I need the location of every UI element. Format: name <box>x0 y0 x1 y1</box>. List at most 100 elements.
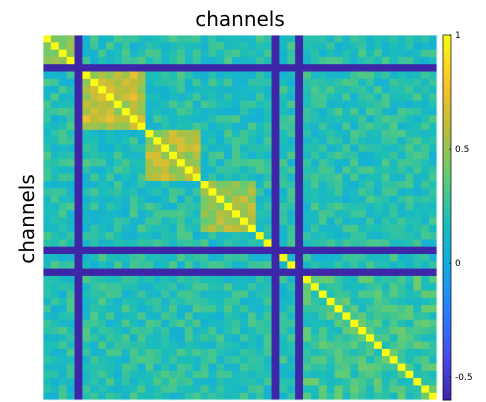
heatmap-cell <box>326 49 335 58</box>
heatmap-cell <box>176 297 186 306</box>
heatmap-cell <box>397 49 406 58</box>
heatmap-cell <box>137 283 146 291</box>
heatmap-cell <box>82 283 91 291</box>
heatmap-cell <box>350 108 359 116</box>
heatmap-cell <box>176 115 186 123</box>
heatmap-cell <box>50 166 60 175</box>
heatmap-cell <box>342 341 351 350</box>
heatmap-cell <box>326 93 335 102</box>
heatmap-cell <box>303 356 312 364</box>
heatmap-cell <box>326 370 335 379</box>
heatmap-cell <box>287 341 296 350</box>
heatmap-cell <box>43 312 52 321</box>
heatmap-cell <box>303 232 312 240</box>
heatmap-cell <box>429 78 438 87</box>
heatmap-cell <box>421 392 430 401</box>
heatmap-cell <box>224 86 233 94</box>
heatmap-cell <box>184 202 194 211</box>
heatmap-cell <box>326 356 335 364</box>
heatmap-cell <box>263 42 272 50</box>
heatmap-cell <box>366 71 375 80</box>
heatmap-cell <box>397 261 406 269</box>
heatmap-cell <box>232 100 241 109</box>
heatmap-cell <box>287 144 296 153</box>
heatmap-cell <box>255 159 265 167</box>
heatmap-cell <box>74 137 83 145</box>
heatmap-cell <box>310 49 320 58</box>
heatmap-cell <box>279 356 288 364</box>
heatmap-cell <box>106 181 115 189</box>
heatmap-cell <box>381 378 391 386</box>
heatmap-cell <box>397 224 406 233</box>
heatmap-cell <box>145 122 154 131</box>
heatmap-cell <box>82 93 91 102</box>
heatmap-cell <box>342 319 351 328</box>
heatmap-cell <box>358 93 367 102</box>
colorbar-tick-label: 1 <box>455 31 461 41</box>
heatmap-cell <box>106 195 115 204</box>
heatmap-cell <box>121 49 131 58</box>
heatmap-cell <box>247 297 257 306</box>
heatmap-cell <box>232 144 241 153</box>
heatmap-cell <box>153 56 162 65</box>
colorbar-segment <box>443 129 451 133</box>
heatmap-cell <box>373 327 383 335</box>
heatmap-cell <box>247 100 257 109</box>
heatmap-cell <box>318 100 328 109</box>
heatmap-cell <box>429 363 438 372</box>
heatmap-cell <box>318 312 328 321</box>
heatmap-cell <box>397 341 406 350</box>
heatmap-cell <box>271 305 280 313</box>
heatmap-cell <box>373 195 383 204</box>
heatmap-cell <box>208 254 217 262</box>
heatmap-cell <box>208 129 217 138</box>
heatmap-cell <box>334 108 343 116</box>
heatmap-cell <box>113 71 123 80</box>
heatmap-cell <box>153 363 162 372</box>
heatmap-cell <box>82 334 91 342</box>
heatmap-cell <box>373 100 383 109</box>
heatmap-cell <box>82 246 91 255</box>
heatmap-cell <box>113 86 123 94</box>
colorbar-segment <box>443 293 451 298</box>
heatmap-cell <box>216 122 225 131</box>
heatmap-cell <box>145 144 154 153</box>
heatmap-cell <box>255 188 265 196</box>
heatmap-cell <box>232 93 241 102</box>
heatmap-cell <box>373 312 383 321</box>
heatmap-cell <box>98 363 107 372</box>
heatmap-cell <box>137 275 146 284</box>
heatmap-cell <box>74 129 83 138</box>
heatmap-cell <box>43 71 52 80</box>
heatmap-cell <box>263 232 272 240</box>
heatmap-cell <box>255 108 265 116</box>
heatmap-cell <box>373 56 383 65</box>
heatmap-cell <box>263 115 272 123</box>
heatmap-cell <box>310 202 320 211</box>
heatmap-cell <box>58 195 68 204</box>
heatmap-cell <box>240 93 249 102</box>
heatmap-cell <box>255 392 265 401</box>
heatmap-cell <box>310 108 320 116</box>
heatmap-cell <box>224 122 233 131</box>
heatmap-cell <box>421 319 430 328</box>
heatmap-cell <box>310 42 320 50</box>
colorbar-segment <box>443 171 451 176</box>
heatmap-cell <box>247 363 257 372</box>
heatmap-cell <box>405 122 414 131</box>
heatmap-cell <box>58 305 68 313</box>
heatmap-cell <box>192 166 201 175</box>
heatmap-cell <box>295 173 304 182</box>
heatmap-cell <box>169 166 178 175</box>
heatmap-cell <box>287 137 296 145</box>
heatmap-cell <box>121 108 131 116</box>
heatmap-cell <box>98 356 107 364</box>
heatmap-cell <box>295 305 304 313</box>
heatmap-cell <box>310 312 320 321</box>
heatmap-cell <box>216 42 225 50</box>
heatmap-cell <box>161 78 170 87</box>
heatmap-cell <box>421 261 430 269</box>
heatmap-cell <box>43 341 52 350</box>
heatmap-cell <box>98 188 107 196</box>
heatmap-cell <box>287 297 296 306</box>
